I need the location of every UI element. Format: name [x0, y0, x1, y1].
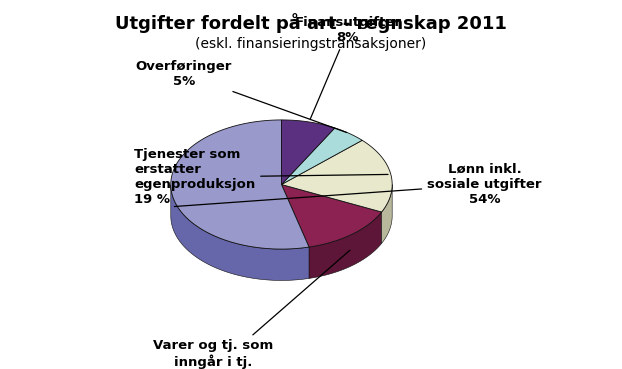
Polygon shape	[171, 184, 309, 280]
Text: Tjenester som
erstatter
egenproduksjon
19 %: Tjenester som erstatter egenproduksjon 1…	[134, 148, 388, 206]
Text: (eskl. finansieringstransaksjoner): (eskl. finansieringstransaksjoner)	[195, 37, 427, 51]
Polygon shape	[282, 128, 362, 184]
Polygon shape	[171, 120, 309, 249]
Polygon shape	[282, 184, 382, 247]
Polygon shape	[382, 184, 392, 244]
Text: Overføringer
5%: Overføringer 5%	[136, 60, 346, 132]
Text: Varer og tj. som
inngår i tj.
produksjon
14%: Varer og tj. som inngår i tj. produksjon…	[153, 250, 350, 369]
Text: Lønn inkl.
sosiale utgifter
54%: Lønn inkl. sosiale utgifter 54%	[174, 163, 542, 207]
Text: Finansutgifter
8%: Finansutgifter 8%	[294, 16, 401, 120]
Polygon shape	[282, 120, 335, 184]
Polygon shape	[282, 140, 392, 212]
Polygon shape	[309, 212, 382, 279]
Text: Utgifter fordelt på art - regnskap 2011: Utgifter fordelt på art - regnskap 2011	[115, 13, 507, 33]
